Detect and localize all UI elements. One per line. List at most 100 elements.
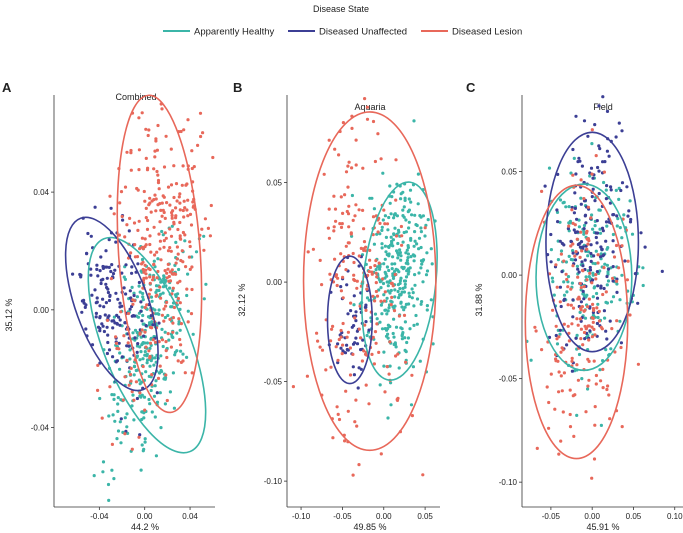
point-diseased-lesion [579, 337, 583, 341]
point-diseased-lesion [364, 352, 368, 356]
point-diseased-lesion [375, 294, 380, 298]
y-tick-label: 0.00 [33, 306, 49, 315]
point-apparently-healthy [143, 353, 147, 357]
point-diseased-lesion [326, 226, 330, 230]
point-diseased-lesion [162, 245, 166, 249]
point-diseased-lesion [160, 201, 164, 205]
point-diseased-lesion [389, 303, 393, 307]
point-apparently-healthy [140, 443, 144, 447]
point-apparently-healthy [397, 253, 401, 257]
point-diseased-lesion [615, 279, 619, 283]
point-diseased-lesion [568, 388, 572, 392]
point-diseased-lesion [586, 205, 591, 209]
point-diseased-lesion [145, 303, 149, 307]
point-diseased-lesion [152, 225, 156, 229]
point-diseased-lesion [580, 249, 584, 253]
point-diseased-lesion [143, 263, 147, 267]
point-diseased-lesion [152, 167, 156, 171]
point-diseased-unaffected [579, 202, 583, 206]
point-diseased-unaffected [359, 367, 363, 371]
point-diseased-lesion [174, 261, 178, 265]
legend-item-diseased-unaffected: Diseased Unaffected [288, 27, 407, 38]
point-apparently-healthy [163, 330, 167, 334]
point-diseased-lesion [178, 201, 182, 205]
point-apparently-healthy [365, 333, 369, 338]
point-diseased-lesion [166, 249, 171, 253]
x-tick-label: 0.00 [137, 512, 153, 521]
point-diseased-lesion [178, 220, 182, 225]
x-axis-label: 44.2 % [131, 522, 159, 532]
point-diseased-unaffected [560, 270, 564, 274]
point-diseased-lesion [585, 229, 589, 233]
point-diseased-lesion [141, 364, 145, 369]
point-diseased-lesion [347, 241, 351, 245]
point-apparently-healthy [389, 288, 393, 293]
point-apparently-healthy [380, 246, 384, 250]
point-diseased-unaffected [581, 264, 585, 268]
point-apparently-healthy [611, 295, 616, 299]
point-diseased-lesion [209, 203, 213, 208]
point-diseased-lesion [154, 139, 158, 143]
point-apparently-healthy [572, 156, 576, 160]
point-diseased-lesion [577, 297, 582, 301]
point-apparently-healthy [141, 291, 145, 296]
point-apparently-healthy [580, 377, 584, 381]
point-apparently-healthy [130, 285, 134, 289]
y-axis-label: 32.12 % [237, 283, 247, 316]
point-apparently-healthy [564, 205, 568, 209]
point-diseased-unaffected [573, 258, 578, 262]
point-diseased-lesion [365, 287, 369, 291]
point-diseased-lesion [174, 206, 178, 210]
point-apparently-healthy [171, 289, 175, 293]
point-diseased-lesion [396, 352, 400, 356]
point-diseased-lesion [345, 335, 349, 339]
point-diseased-lesion [378, 221, 382, 225]
point-diseased-lesion [167, 274, 171, 279]
point-diseased-lesion [183, 233, 187, 237]
point-apparently-healthy [171, 371, 175, 375]
point-diseased-lesion [114, 335, 118, 339]
point-diseased-unaffected [151, 323, 155, 327]
point-apparently-healthy [119, 441, 123, 445]
point-diseased-unaffected [356, 386, 360, 390]
point-apparently-healthy [620, 236, 624, 240]
point-diseased-lesion [393, 272, 397, 277]
point-diseased-lesion [175, 257, 179, 261]
point-apparently-healthy [181, 352, 185, 356]
point-apparently-healthy [143, 440, 147, 444]
point-apparently-healthy [565, 290, 569, 294]
point-diseased-unaffected [588, 329, 592, 333]
point-diseased-lesion [149, 210, 153, 214]
point-apparently-healthy [183, 239, 187, 243]
y-tick-label: -0.10 [264, 477, 283, 486]
point-diseased-lesion [559, 252, 564, 256]
panel-title: Field [593, 102, 613, 112]
point-apparently-healthy [153, 415, 157, 419]
point-apparently-healthy [399, 301, 403, 305]
point-diseased-lesion [164, 236, 168, 240]
point-diseased-unaffected [595, 270, 600, 274]
point-diseased-lesion [605, 387, 609, 392]
x-axis-label: 45.91 % [586, 522, 619, 532]
point-diseased-unaffected [101, 277, 105, 281]
point-apparently-healthy [423, 234, 427, 238]
point-apparently-healthy [387, 215, 391, 220]
point-diseased-lesion [590, 172, 594, 176]
point-apparently-healthy [529, 358, 533, 362]
point-diseased-lesion [105, 318, 110, 322]
point-diseased-lesion [188, 244, 192, 249]
point-apparently-healthy [143, 341, 147, 345]
point-apparently-healthy [408, 294, 412, 299]
x-tick-label: 0.05 [626, 512, 642, 521]
point-apparently-healthy [412, 323, 416, 327]
point-apparently-healthy [558, 332, 562, 336]
point-diseased-unaffected [351, 365, 355, 369]
point-diseased-lesion [162, 165, 167, 169]
point-diseased-lesion [334, 273, 339, 277]
legend: Disease State Apparently Healthy Disease… [163, 4, 522, 38]
point-apparently-healthy [391, 331, 395, 336]
point-apparently-healthy [144, 370, 148, 374]
point-apparently-healthy [403, 198, 407, 202]
point-diseased-unaffected [111, 355, 115, 359]
point-diseased-unaffected [118, 318, 122, 322]
